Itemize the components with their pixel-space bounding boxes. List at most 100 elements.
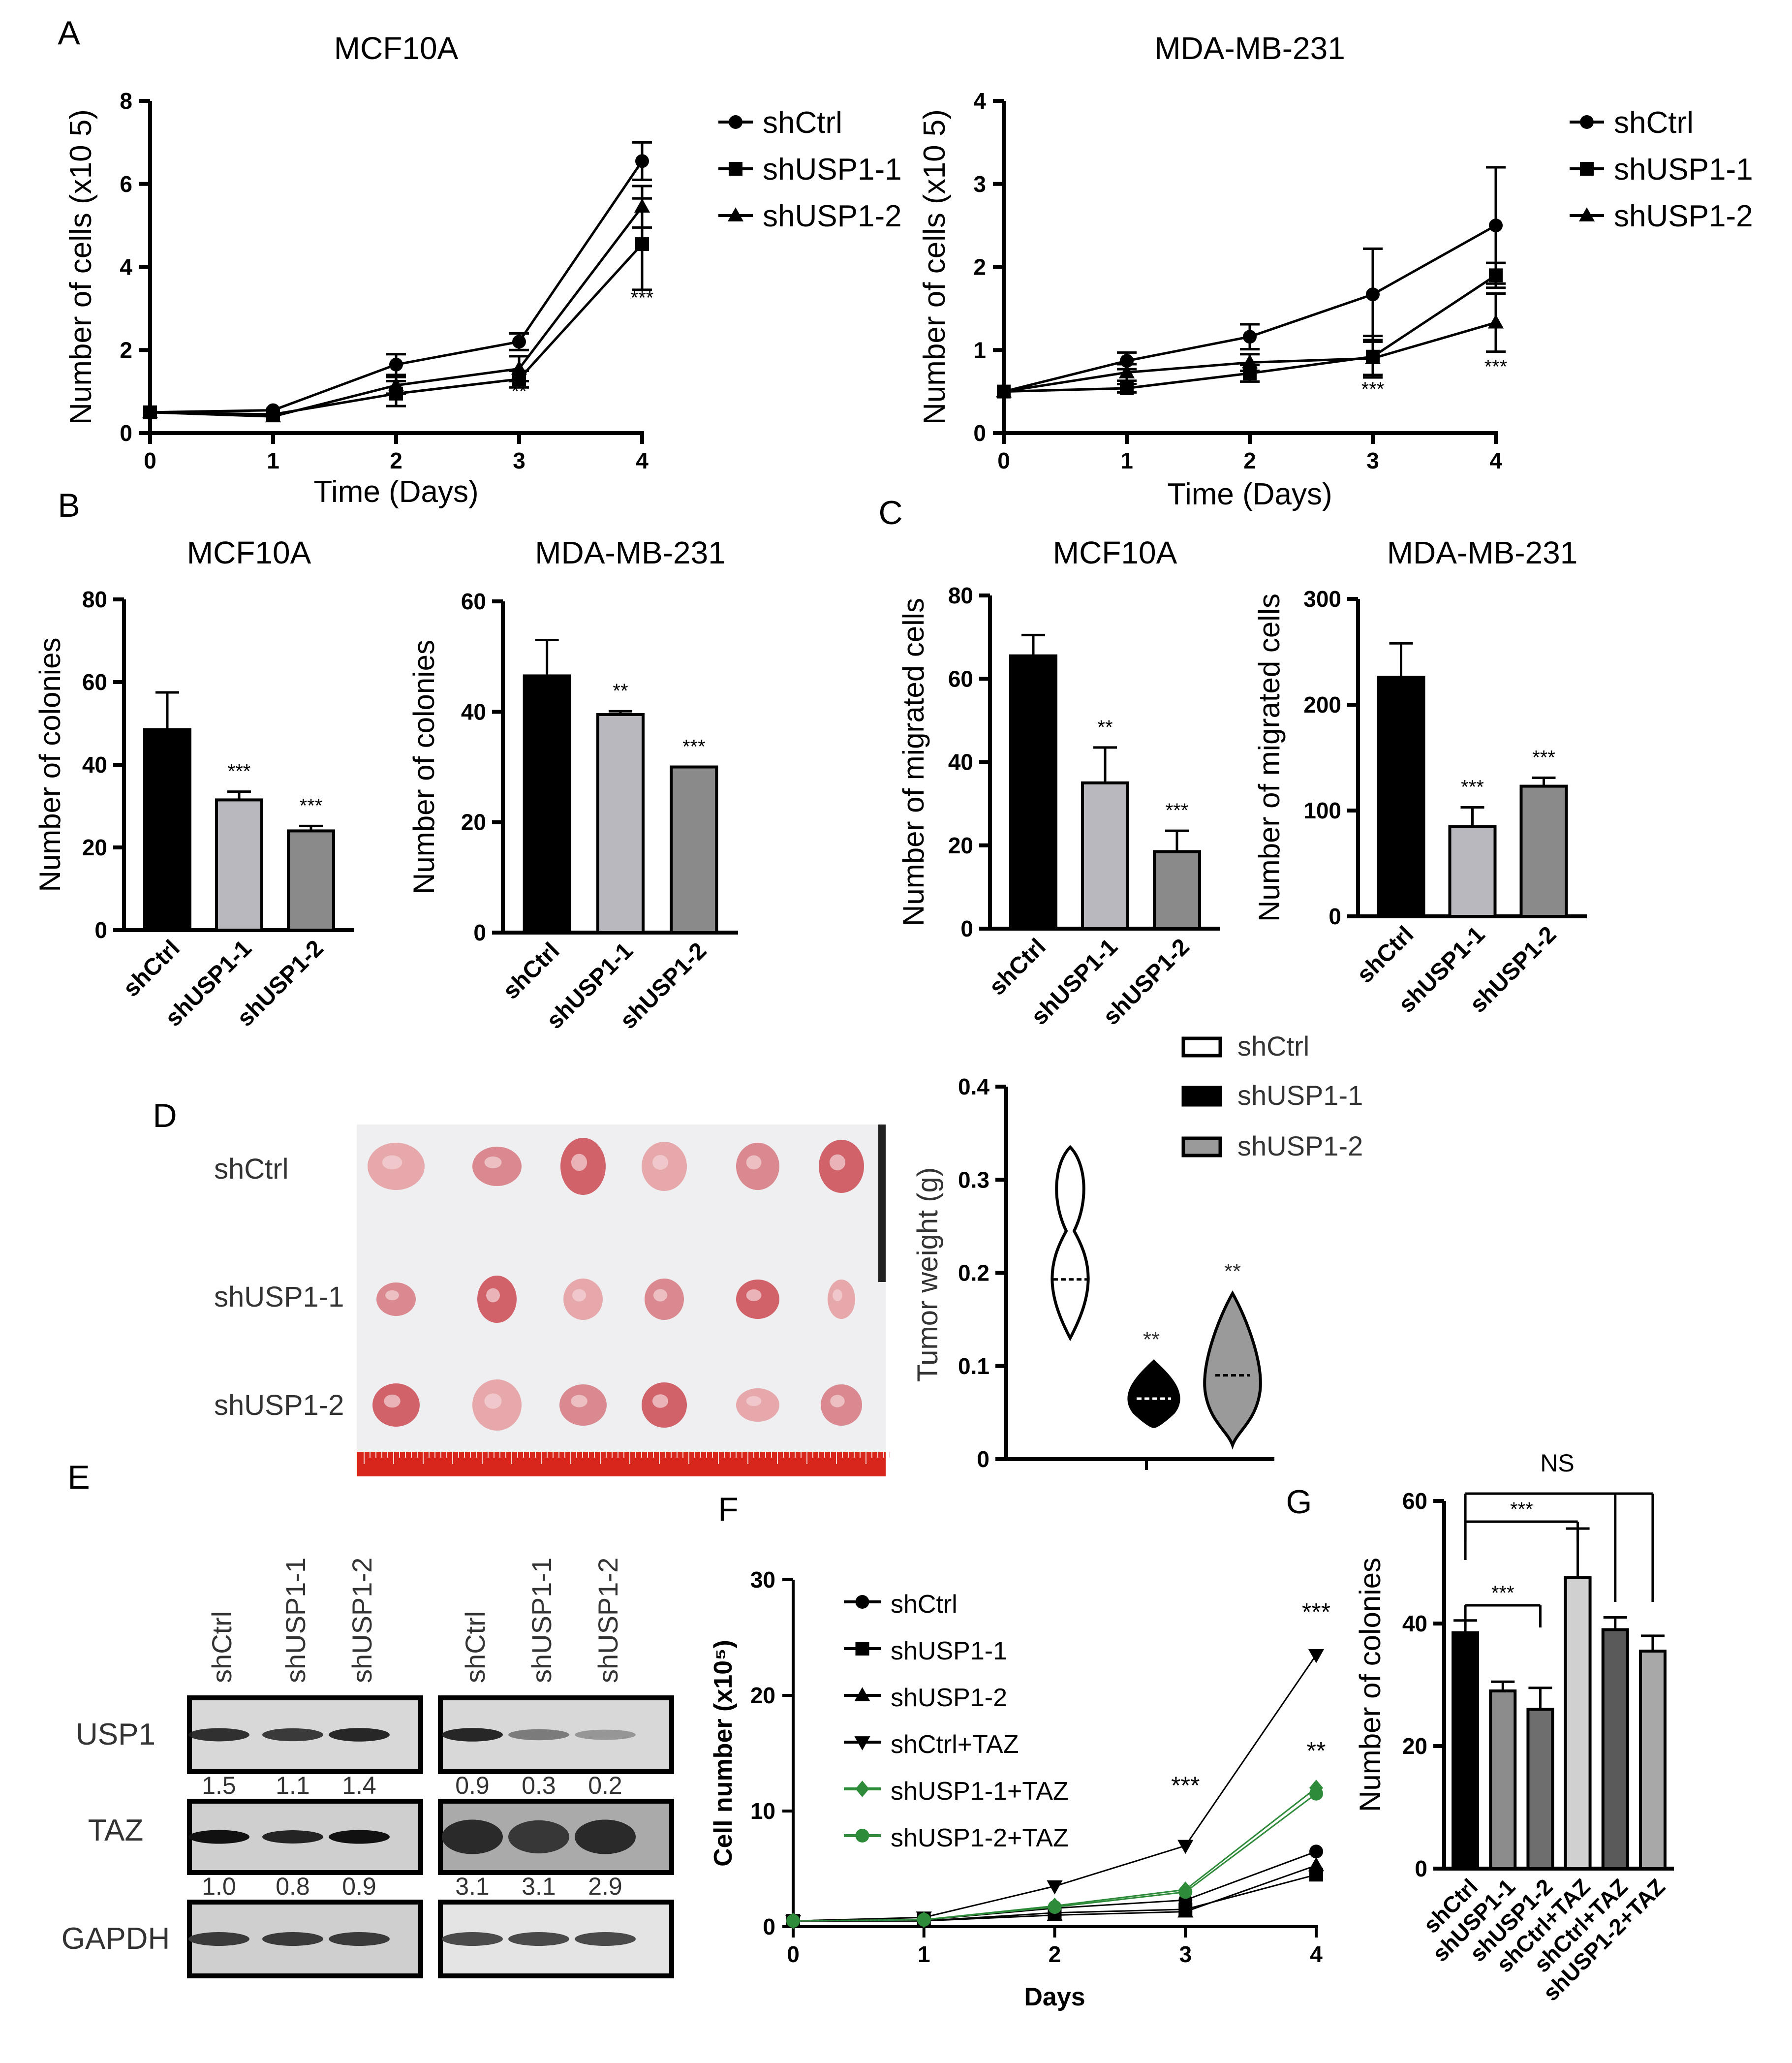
protein-label: GAPDH [62,1922,170,1956]
x-axis-label: Time (Days) [1167,477,1332,511]
bar [1601,1628,1629,1870]
panel-letter-c: C [878,494,902,531]
tumor-highlight [382,1155,402,1170]
chart-title: MCF10A [1053,535,1177,570]
y-tick-label: 40 [948,750,973,775]
category-label: shCtrl [498,938,565,1004]
tumor-highlight [484,1393,502,1409]
data-point [917,1912,931,1927]
y-tick-label: 1 [973,337,986,363]
blot-band [329,1728,390,1742]
band-quantification: 3.1 [455,1873,490,1900]
y-tick-label: 60 [948,666,973,691]
category-label: shCtrl [1352,921,1419,988]
significance-label: ** [511,380,526,402]
x-tick-label: 0 [997,448,1010,473]
lane-label: shUSP1-2 [592,1558,623,1683]
bar [143,728,191,932]
legend-marker [729,115,742,129]
significance-label: *** [1510,1499,1533,1520]
tumor-highlight [384,1394,401,1408]
data-point [388,377,404,391]
blot-band [188,1932,249,1946]
x-tick-label: 2 [1049,1941,1061,1967]
legend-swatch [1181,1136,1222,1157]
band-quantification: 3.1 [522,1873,556,1900]
y-tick-label: 40 [1402,1611,1427,1636]
y-tick-label: 20 [750,1683,775,1708]
bar [670,765,718,934]
blot-band [188,1830,249,1844]
blot-band [442,1819,503,1854]
panel-letter-e: E [67,1459,90,1496]
legend-swatch [1181,1086,1222,1107]
tumor [828,1280,855,1319]
y-tick-label: 4 [120,254,132,280]
blot-band [508,1932,569,1946]
x-axis-label: Time (Days) [313,475,478,509]
y-tick-label: 0 [1329,904,1341,929]
chart-a2: 0 1 2 3 4 0 1 2 3 4 MDA-MB-231 Time (Days) Number of… [918,31,1753,511]
significance-label: ** [1307,1737,1326,1764]
y-tick-label: 8 [120,88,132,114]
bar [1153,850,1201,930]
x-tick-label: 3 [1179,1941,1192,1967]
bar [523,674,571,935]
tumor-highlight [385,1290,399,1301]
tumor-highlight [652,1394,669,1408]
y-tick-label: 60 [461,589,486,614]
y-tick-label: 100 [1303,798,1341,823]
band-quantification: 0.9 [342,1873,376,1900]
category-label: shCtrl [118,935,185,1002]
significance-label: *** [1302,1598,1330,1625]
blot-band [188,1728,249,1742]
lane-label: shUSP1-1 [526,1558,557,1683]
legend-marker [1580,115,1594,129]
data-point [1241,354,1258,369]
panel-letter-g: G [1286,1483,1312,1521]
x-tick-label: 3 [1366,448,1379,473]
tumor-highlight [486,1288,500,1303]
chart-b2: 0 20 40 60 MDA-MB-231 Number of colonies shCtr… [407,535,738,1034]
legend-swatch [1181,1036,1222,1058]
legend-label: shUSP1-1 [1614,153,1753,187]
chart-c1: 0 20 40 60 80 MCF10A Number of migrated cells s… [897,535,1220,1030]
data-point [1048,1900,1062,1914]
band-quantification: 0.9 [455,1772,490,1799]
tumor-photo: shCtrl shUSP1-1 shUSP1-2 [214,1125,890,1476]
chart-a1: 0 2 4 6 8 0 1 2 3 4 MCF10A Time (Days) Number of cel… [64,31,902,509]
legend-marker [855,1642,869,1656]
significance-label: *** [1532,747,1555,768]
significance-label: ** [1224,1259,1241,1283]
y-tick-label: 60 [82,669,107,695]
tumor-highlight [746,1396,762,1407]
x-tick-label: 3 [513,448,525,473]
band-quantification: 1.5 [202,1772,236,1799]
y-tick-label: 0 [973,420,986,446]
significance-label: *** [1491,1582,1514,1604]
tumor-highlight [653,1289,667,1302]
band-quantification: 1.4 [342,1772,376,1799]
y-tick-label: 80 [948,583,973,608]
data-point [1308,1857,1325,1872]
x-tick-label: 1 [918,1941,930,1967]
x-tick-label: 4 [1489,448,1502,473]
panel-letter-f: F [718,1491,739,1528]
lane-label: shCtrl [460,1611,491,1683]
chart-title: MCF10A [334,31,459,66]
y-tick-label: 0.1 [958,1353,989,1379]
photo-shadow [878,1125,886,1282]
protein-label: TAZ [88,1813,144,1847]
data-point [1309,1786,1323,1801]
data-point [1364,350,1381,365]
legend-label: shUSP1-2 [1237,1130,1363,1161]
x-tick-label: 2 [390,448,402,473]
legend-label: shUSP1-2 [891,1684,1007,1712]
y-axis-label: Cell number (x10⁵) [709,1640,738,1867]
chart-title: MDA-MB-231 [1154,31,1345,66]
y-axis-label: Number of cells (x10 5) [64,109,98,425]
x-tick-label: 0 [787,1941,800,1967]
data-point [1489,219,1503,233]
